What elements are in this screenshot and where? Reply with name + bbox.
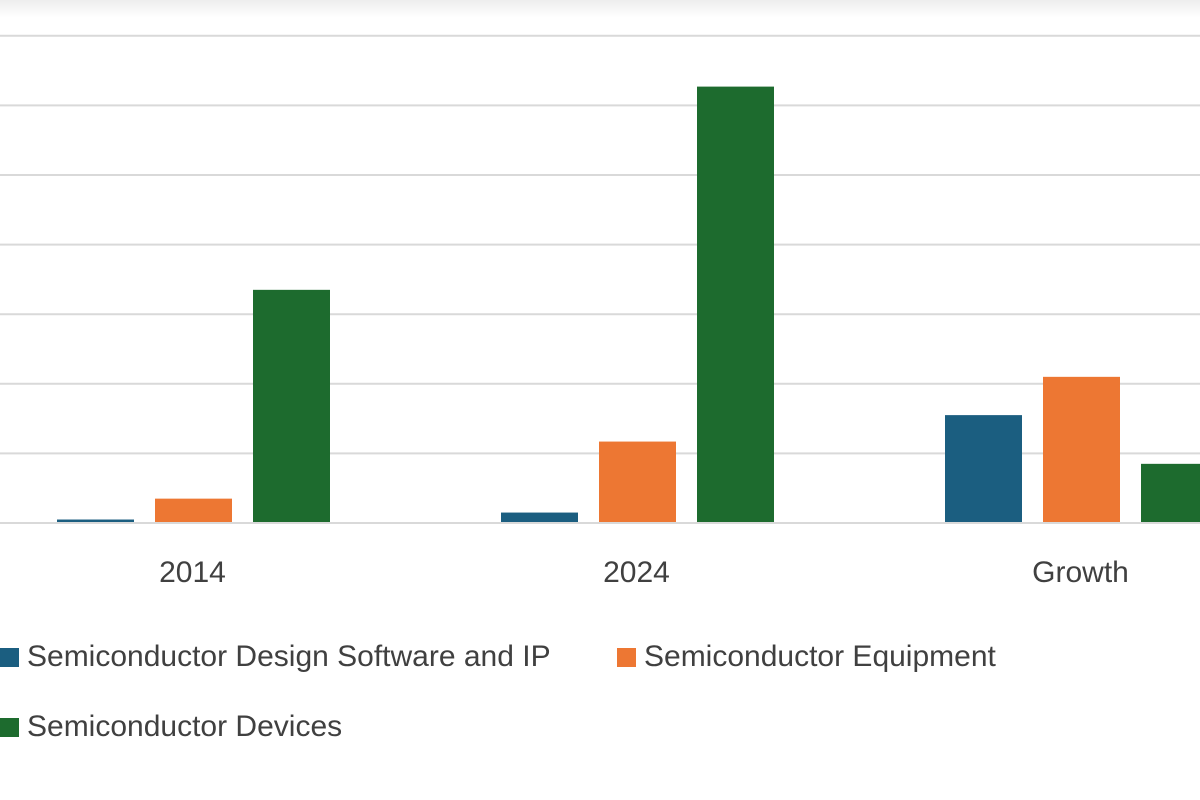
legend-item-design-software-ip: Semiconductor Design Software and IP [0, 640, 551, 674]
legend-swatch [617, 647, 636, 667]
x-tick-label: Growth [1032, 556, 1129, 589]
bar-design-software-ip-2014 [57, 519, 134, 523]
bars [57, 86, 1200, 523]
legend-label: Semiconductor Design Software and IP [27, 640, 551, 673]
legend: Semiconductor Design Software and IP Sem… [0, 630, 1200, 740]
x-tick-label: 2024 [603, 556, 670, 589]
bar-equipment-growth [1043, 376, 1120, 523]
bar-devices-2024 [697, 86, 774, 523]
bar-equipment-2014 [155, 498, 232, 523]
legend-item-devices: Semiconductor Devices [0, 710, 342, 740]
x-axis-tick-labels: 2014 2024 Growth [159, 556, 1129, 589]
top-shade [0, 0, 1200, 18]
legend-label: Semiconductor Devices [27, 710, 343, 740]
legend-label: Semiconductor Equipment [644, 640, 996, 673]
bar-equipment-2024 [599, 441, 676, 523]
bar-design-software-ip-growth [945, 415, 1022, 523]
bar-devices-2014 [253, 289, 330, 523]
legend-item-equipment: Semiconductor Equipment [617, 640, 996, 674]
legend-swatch [0, 647, 19, 667]
bar-chart: 2014 2024 Growth [0, 34, 1200, 589]
legend-swatch [0, 717, 19, 737]
gridlines [0, 34, 1200, 455]
bar-devices-growth [1141, 463, 1200, 523]
bar-design-software-ip-2024 [501, 512, 578, 523]
x-tick-label: 2014 [159, 556, 226, 589]
